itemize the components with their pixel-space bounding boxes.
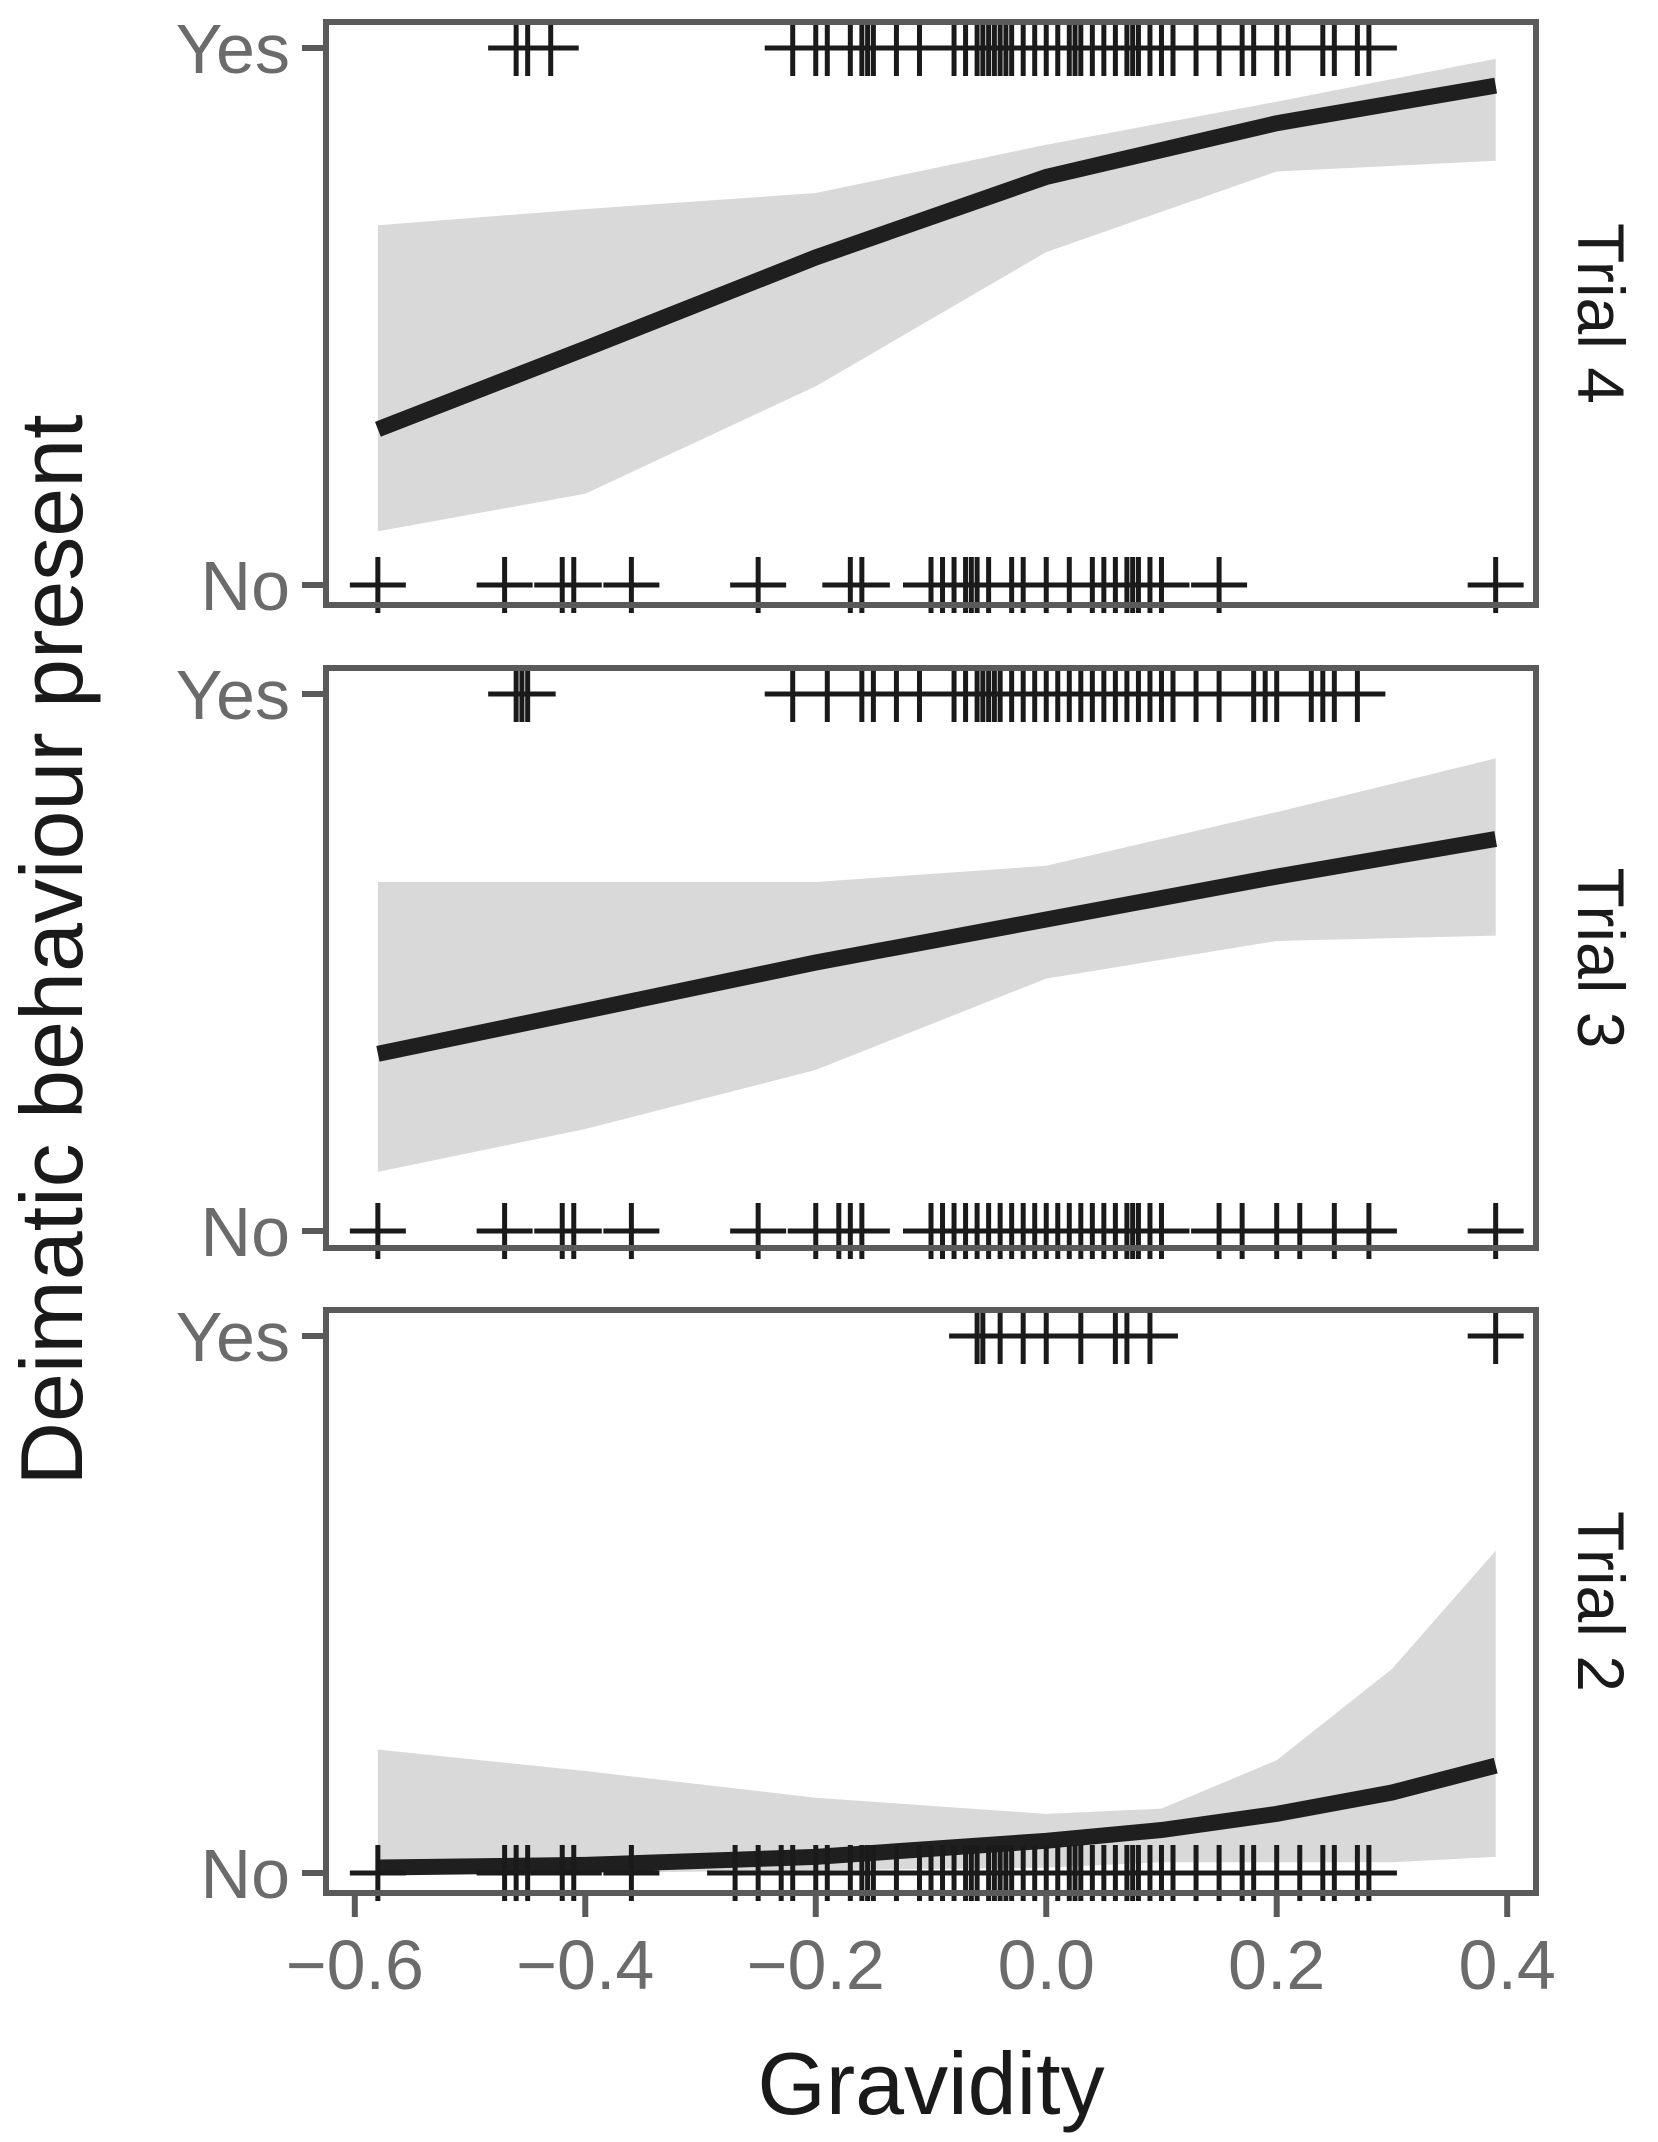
x-tick-label: −0.2 <box>747 1926 885 2004</box>
y-tick-label: No <box>201 1193 290 1271</box>
x-tick-label: −0.4 <box>516 1926 654 2004</box>
point-yes <box>499 666 556 722</box>
y-axis-title: Deimatic behaviour present <box>2 414 101 1485</box>
facet-label-trial-3: Trial 3 <box>1564 868 1638 1049</box>
y-tick-label: No <box>201 547 290 625</box>
point-yes <box>1329 666 1386 722</box>
x-tick-label: 0.0 <box>998 1926 1095 2004</box>
point-yes <box>1121 1308 1178 1364</box>
panel-frame <box>323 19 1539 608</box>
fit-line <box>376 831 1498 1062</box>
confidence-ribbon <box>377 58 1496 532</box>
panel-frame <box>323 1307 1539 1896</box>
x-tick-label: 0.2 <box>1228 1926 1325 2004</box>
x-tick-label: −0.6 <box>286 1926 424 2004</box>
y-tick-label: No <box>201 1835 290 1913</box>
panel-trial-4: Yes No Trial 4 <box>176 10 1638 625</box>
y-tick-label: Yes <box>176 1298 290 1376</box>
point-yes <box>1340 20 1397 76</box>
y-tick-label: Yes <box>176 656 290 734</box>
confidence-ribbon <box>377 758 1496 1172</box>
panel-trial-2: Yes No Trial 2 <box>176 1298 1638 1913</box>
panels-layer: Yes No Trial 4 Yes No Trial 3 Yes No Trial 2 <box>176 10 1638 1913</box>
panel-trial-3: Yes No Trial 3 <box>176 656 1638 1271</box>
panel-frame <box>323 665 1539 1251</box>
x-tick-label: 0.4 <box>1459 1926 1556 2004</box>
fit-line <box>377 1757 1498 1876</box>
x-axis: −0.6 −0.4 −0.2 0.0 0.2 0.4 <box>286 1893 1556 2004</box>
point-yes <box>1467 1308 1524 1364</box>
point-yes <box>522 20 579 76</box>
facet-label-trial-2: Trial 2 <box>1564 1511 1638 1692</box>
y-tick-label: Yes <box>176 10 290 88</box>
confidence-ribbon <box>377 1550 1496 1873</box>
fit-line <box>375 77 1498 437</box>
facet-label-trial-4: Trial 4 <box>1564 223 1638 404</box>
x-axis-title: Gravidity <box>757 2034 1104 2133</box>
